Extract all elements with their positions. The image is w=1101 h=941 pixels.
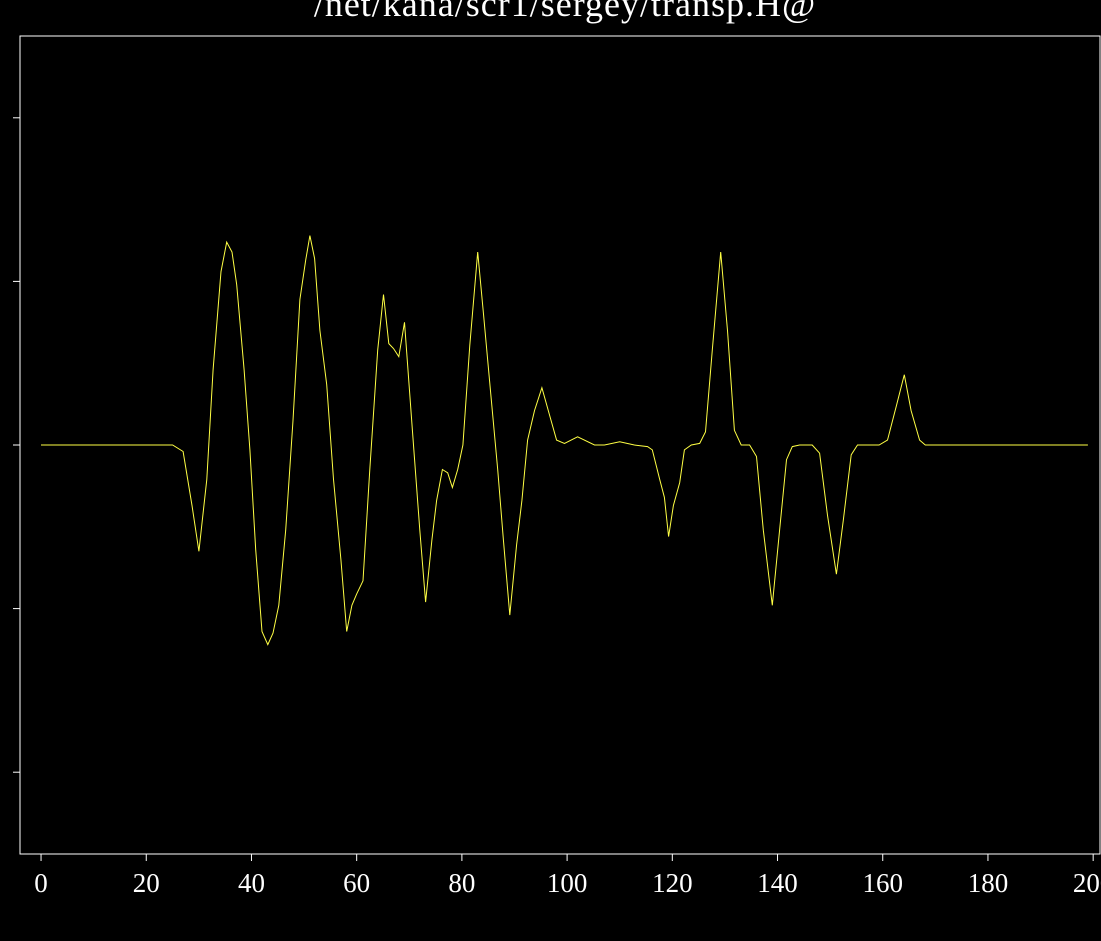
x-tick-label: 140: [757, 868, 798, 898]
x-tick-label: 100: [547, 868, 588, 898]
x-tick-label: 0: [34, 868, 48, 898]
x-tick-label: 60: [343, 868, 370, 898]
chart-title: /net/kana/scr1/sergey/transp.H@: [314, 0, 816, 24]
trace-line: [41, 235, 1088, 646]
x-tick-label: 120: [652, 868, 693, 898]
x-tick-label: 20: [133, 868, 160, 898]
x-tick-label: 40: [238, 868, 265, 898]
x-tick-label: 160: [862, 868, 903, 898]
x-tick-label: 180: [968, 868, 1009, 898]
x-tick-label: 80: [448, 868, 475, 898]
x-tick-label: 200: [1073, 868, 1101, 898]
